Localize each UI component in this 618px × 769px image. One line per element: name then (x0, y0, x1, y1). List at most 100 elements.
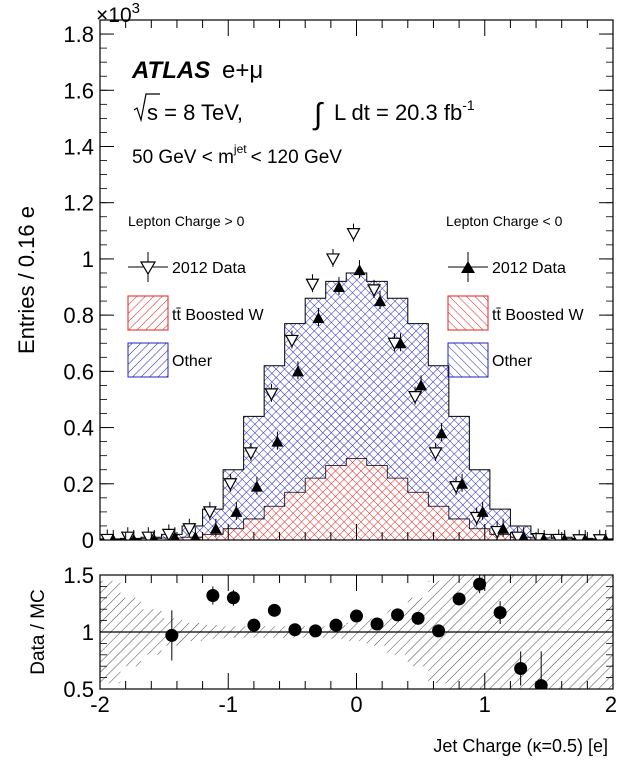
data-point-positive (223, 473, 238, 492)
ratio-point (473, 575, 487, 594)
ratio-point (288, 623, 302, 637)
main-y-tick-label: 1 (82, 247, 94, 272)
data-point-negative (332, 277, 345, 296)
legend-positive-title: Lepton Charge > 0 (128, 213, 245, 229)
ratio-x-tick-label: 0 (350, 692, 362, 717)
main-y-tick-label: 0.2 (63, 472, 94, 497)
data-point-positive (531, 528, 546, 540)
main-y-tick-label: 0.4 (63, 416, 94, 441)
lumi-label: L dt = 20.3 fb-1 (334, 97, 475, 125)
main-y-tick-label: 1.2 (63, 191, 94, 216)
main-y-tick-label: 0.8 (63, 303, 94, 328)
ratio-point (165, 610, 179, 661)
ratio-point (226, 589, 240, 606)
ratio-point (534, 651, 548, 689)
data-point-negative (312, 307, 325, 326)
data-point-negative (291, 361, 304, 380)
main-y-tick-label: 0.6 (63, 359, 94, 384)
data-point-negative (394, 333, 407, 352)
data-point-negative (271, 431, 284, 450)
main-y-tick-label: 1.8 (63, 22, 94, 47)
data-point-positive (264, 383, 279, 402)
legend-negative-data-marker (448, 252, 488, 282)
data-point-negative (109, 530, 117, 540)
data-point-positive (346, 223, 361, 242)
data-point-negative (151, 530, 158, 540)
data-point-negative (518, 527, 529, 540)
ratio-plot-area: 0.5 1 1.5 -2 -1 0 1 2 (63, 563, 617, 717)
main-y-label: Entries / 0.16 e (14, 206, 39, 354)
ratio-point (391, 608, 405, 622)
data-point-negative (415, 375, 428, 394)
legend-positive: Lepton Charge > 0 2012 Data tt̄ Boosted … (127, 213, 264, 378)
legend-negative-ttbar-swatch (447, 295, 489, 331)
ratio-y-tick-label: 1.5 (63, 563, 94, 588)
ratio-x-tick-label: -1 (218, 692, 238, 717)
data-point-negative (476, 501, 489, 520)
ratio-x-tick-label: 1 (479, 692, 491, 717)
data-point-positive (202, 501, 217, 520)
data-point-positive (592, 529, 607, 540)
data-point-negative (561, 530, 568, 540)
data-point-negative (374, 291, 387, 310)
main-plot-area: 0 0.2 0.4 0.6 0.8 1 1.2 1.4 1.6 1.8 (63, 19, 614, 553)
ratio-y-tick-label: 1 (82, 620, 94, 645)
ratio-point (247, 618, 261, 632)
ratio-point (493, 601, 507, 625)
data-point-positive (428, 442, 443, 461)
negative_lepton-ttbar-hist (100, 458, 613, 540)
data-point-negative (190, 527, 201, 540)
negative_lepton-other-hist (100, 272, 613, 540)
ratio-point (308, 624, 322, 638)
ratio-y-label: Data / MC (28, 589, 49, 675)
main-y-tick-label: 0 (82, 528, 94, 553)
data-point-positive (367, 279, 382, 298)
main-y-tick-label: 1.4 (63, 134, 94, 159)
ratio-point (329, 618, 343, 632)
data-point-positive (284, 330, 299, 349)
legend-negative-other-label: Other (492, 353, 533, 370)
legend-positive-data-marker (128, 252, 168, 282)
ratio-y-tick-label: 0.5 (63, 677, 94, 702)
ratio-point (411, 611, 425, 625)
data-point-positive (182, 518, 197, 537)
legend-negative-title: Lepton Charge < 0 (446, 213, 563, 229)
integral-sign: ∫ (312, 98, 324, 131)
ratio-x-tick-label: 2 (605, 692, 617, 717)
energy-lumi-line: s = 8 TeV, ∫ L dt = 20.3 fb-1 (133, 93, 475, 131)
data-point-negative (353, 260, 366, 279)
mass-cut-label: 50 GeV < mjet < 120 GeV (132, 142, 342, 168)
legend-negative-data-label: 2012 Data (492, 260, 566, 277)
main-y-tick-label: 1.6 (63, 78, 94, 103)
data-point-negative (250, 476, 263, 495)
data-point-negative (130, 530, 138, 540)
data-point-negative (602, 530, 610, 540)
data-point-positive (243, 442, 258, 461)
data-point-positive (120, 527, 135, 540)
ratio-point (514, 651, 528, 686)
data-point-negative (435, 423, 448, 442)
ratio-point (206, 586, 220, 605)
channel-label: e+μ (222, 57, 263, 84)
legend-negative-other-swatch (447, 342, 489, 378)
legend-positive-other-label: Other (172, 353, 213, 370)
ratio-x-tick-label: -2 (90, 692, 110, 717)
legend-positive-ttbar-label: tt̄ Boosted W (172, 307, 264, 324)
data-point-positive (325, 248, 340, 267)
sqrt-sign (133, 93, 160, 123)
data-point-negative (540, 530, 548, 540)
data-point-negative (209, 518, 222, 537)
experiment-label: ATLAS (131, 57, 210, 84)
ratio-point (370, 617, 384, 631)
ratio-point (350, 609, 363, 623)
energy-label: s = 8 TeV, (147, 100, 243, 125)
data-point-positive (305, 274, 320, 293)
y-multiplier: ×103 (96, 0, 140, 27)
legend-positive-data-label: 2012 Data (172, 260, 246, 277)
legend-negative: Lepton Charge < 0 2012 Data tt̄ Boosted … (446, 213, 584, 378)
ratio-point (432, 624, 446, 638)
legend-positive-ttbar-swatch (127, 295, 169, 331)
legend-negative-ttbar-label: tt̄ Boosted W (492, 307, 584, 324)
x-axis-label: Jet Charge (κ=0.5) [e] (433, 736, 608, 756)
